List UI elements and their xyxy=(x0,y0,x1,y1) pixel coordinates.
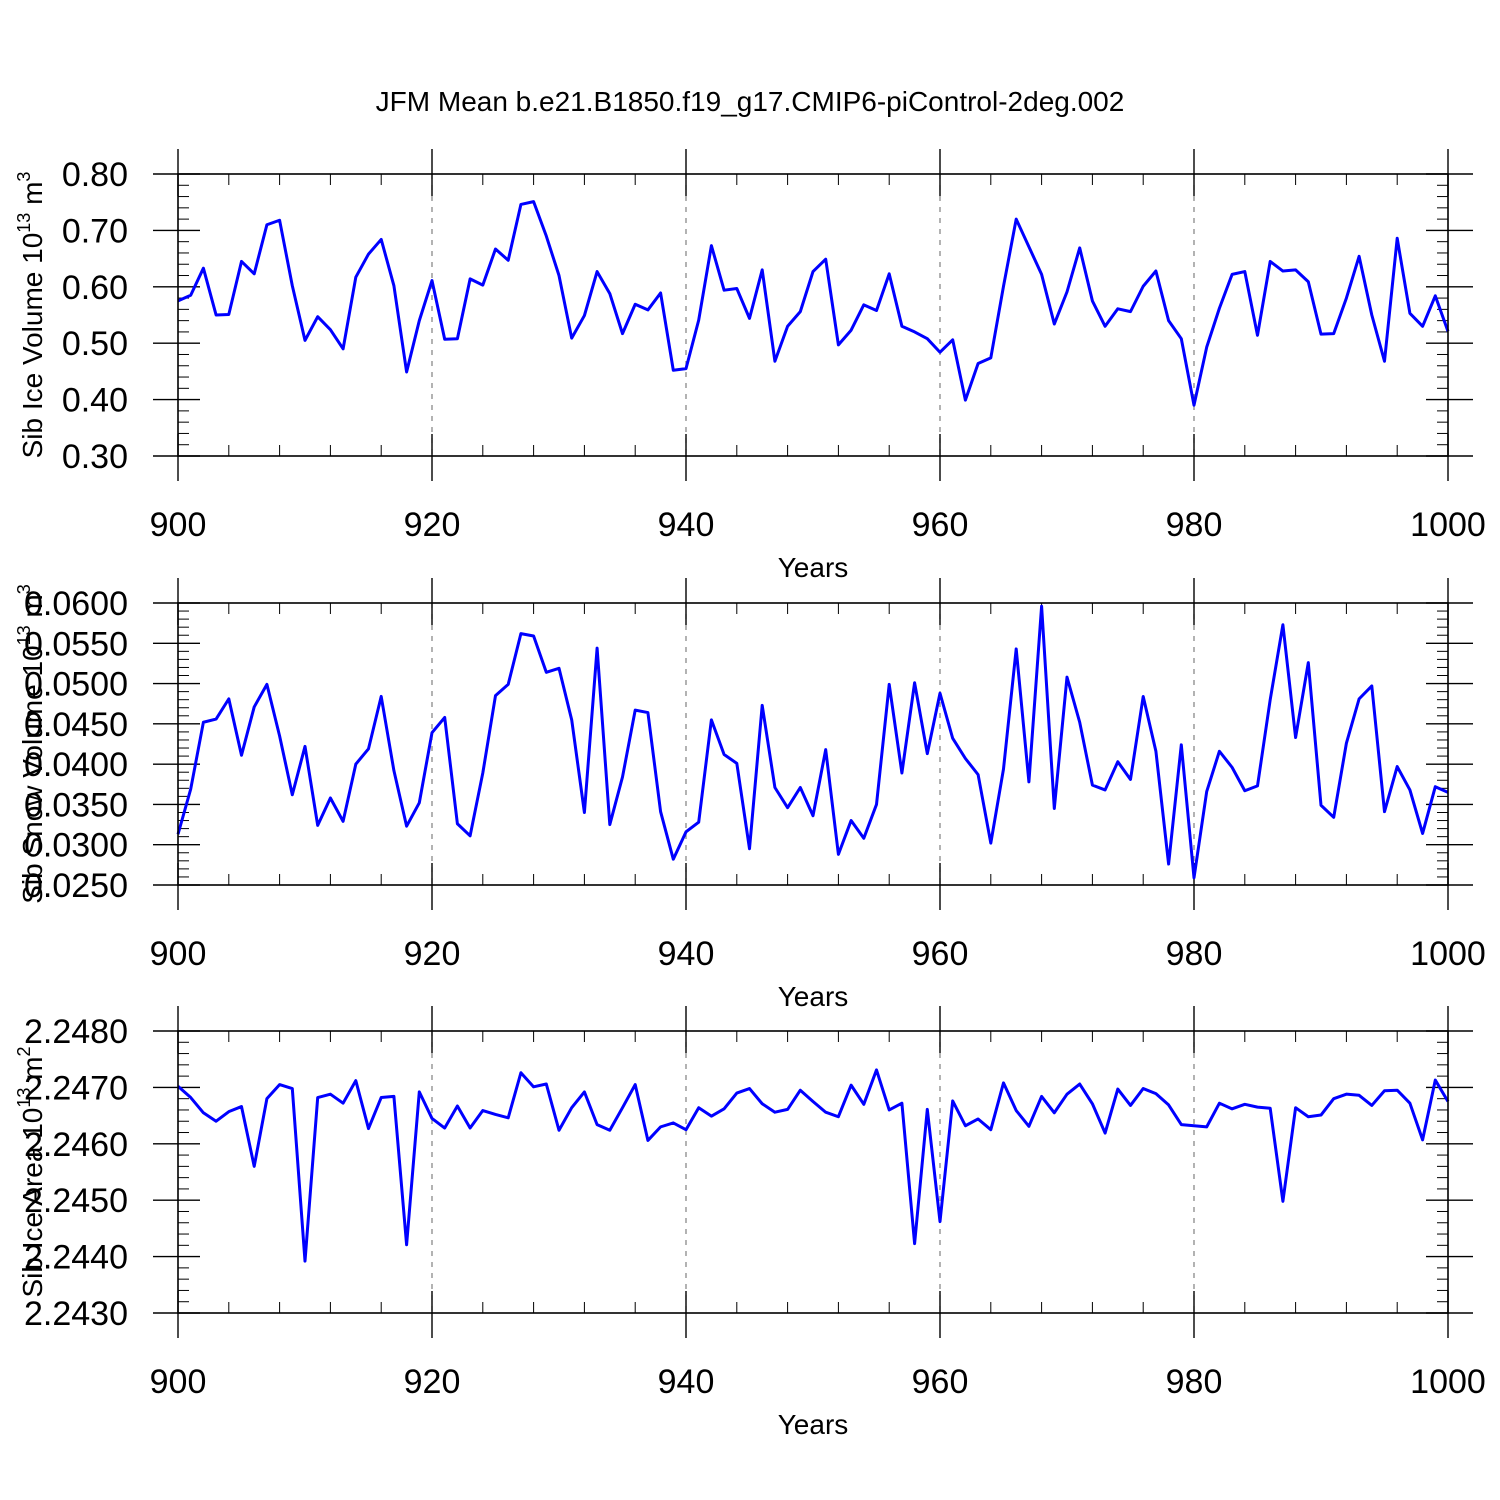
snow-volume-y-tick-label: 0.0250 xyxy=(24,867,128,905)
ice-area-x-tick-label: 1000 xyxy=(1410,1363,1486,1401)
ice-area-plot-frame xyxy=(177,1030,1449,1314)
ice-area-y-tick-label: 2.2440 xyxy=(24,1239,128,1277)
snow-volume-y-tick-label: 0.0550 xyxy=(24,625,128,663)
snow-volume-series-line xyxy=(176,604,1449,880)
snow-volume-y-axis-title: Sib Snow Volume 1013 m3 xyxy=(14,584,48,904)
ice-volume-x-tick-label: 960 xyxy=(912,506,969,544)
ice-volume-y-tick-label: 0.30 xyxy=(62,438,128,476)
ice-volume-y-tick-label: 0.50 xyxy=(62,325,128,363)
ice-area-x-tick-label: 960 xyxy=(912,1363,969,1401)
ice-area-y-tick-label: 2.2460 xyxy=(24,1126,128,1164)
ice-volume-x-tick-label: 920 xyxy=(404,506,461,544)
snow-volume-x-tick-label: 960 xyxy=(912,935,969,973)
snow-volume-x-axis-title: Years xyxy=(778,981,849,1012)
ice-volume-series-line xyxy=(177,200,1450,407)
ice-area-y-tick-label: 2.2480 xyxy=(24,1013,128,1051)
ice-volume-y-tick-label: 0.80 xyxy=(62,156,128,194)
ice-volume-plot-frame xyxy=(177,173,1449,457)
panel-ice-volume: 0.30 0.40 0.50 0.60 0.70 0.80 900 920 940 960 980 1… xyxy=(14,149,1486,583)
snow-volume-y-tick-label: 0.0300 xyxy=(24,827,128,865)
ice-area-x-tick-label: 900 xyxy=(150,1363,207,1401)
snow-volume-y-tick-label: 0.0450 xyxy=(24,706,128,744)
ice-volume-x-tick-label: 900 xyxy=(150,506,207,544)
ice-volume-y-tick-label: 0.70 xyxy=(62,212,128,250)
panel-ice-area: 2.2430 2.2440 2.2450 2.2460 2.2470 2.2480 900 9… xyxy=(14,1006,1486,1440)
snow-volume-plot-frame xyxy=(177,602,1449,886)
snow-volume-y-tick-label: 0.0600 xyxy=(24,585,128,623)
ice-area-y-tick-label: 2.2430 xyxy=(24,1295,128,1333)
ice-area-x-tick-label: 940 xyxy=(658,1363,715,1401)
ice-volume-x-tick-label: 980 xyxy=(1166,506,1223,544)
ice-volume-x-tick-label: 940 xyxy=(658,506,715,544)
panel-snow-volume: 0.02500.03000.03500.04000.04500.05000.05… xyxy=(14,578,1486,1012)
snow-volume-x-tick-label: 920 xyxy=(404,935,461,973)
snow-volume-y-tick-label: 0.0350 xyxy=(24,786,128,824)
ice-volume-y-tick-label: 0.40 xyxy=(62,382,128,420)
ice-volume-x-axis-title: Years xyxy=(778,552,849,583)
ice-area-y-tick-label: 2.2470 xyxy=(24,1069,128,1107)
snow-volume-y-tick-label: 0.0400 xyxy=(24,746,128,784)
ice-volume-y-axis-title: Sib Ice Volume 1013 m3 xyxy=(14,172,48,459)
ice-area-x-axis-title: Years xyxy=(778,1409,849,1440)
snow-volume-x-tick-label: 1000 xyxy=(1410,935,1486,973)
ice-area-y-axis-title: Sib Ice Area 1013 m2 xyxy=(14,1046,48,1297)
figure-title: JFM Mean b.e21.B1850.f19_g17.CMIP6-piCon… xyxy=(376,86,1125,117)
ice-area-x-tick-label: 920 xyxy=(404,1363,461,1401)
ice-area-series-line xyxy=(177,1068,1450,1263)
snow-volume-x-tick-label: 980 xyxy=(1166,935,1223,973)
ice-area-y-tick-label: 2.2450 xyxy=(24,1182,128,1220)
snow-volume-x-tick-label: 900 xyxy=(150,935,207,973)
snow-volume-y-tick-label: 0.0500 xyxy=(24,666,128,704)
ice-area-x-tick-label: 980 xyxy=(1166,1363,1223,1401)
snow-volume-x-tick-label: 940 xyxy=(658,935,715,973)
ice-volume-x-tick-label: 1000 xyxy=(1410,506,1486,544)
ice-volume-y-tick-label: 0.60 xyxy=(62,269,128,307)
